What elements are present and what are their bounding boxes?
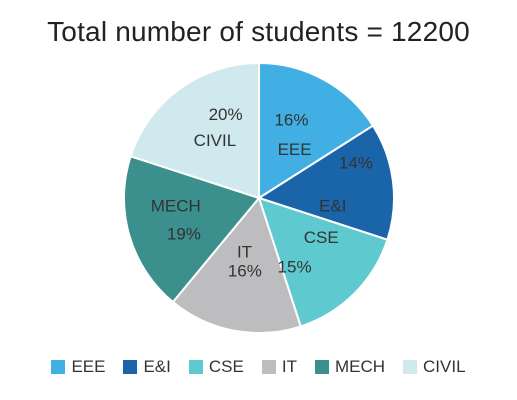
legend-label-e-i: E&I bbox=[143, 357, 171, 376]
legend-item-eee: EEE bbox=[51, 357, 105, 377]
legend-item-mech: MECH bbox=[314, 357, 386, 377]
pie-label-name-eee: EEE bbox=[278, 140, 312, 159]
legend-swatch-mech bbox=[314, 360, 329, 374]
legend-swatch-civil bbox=[403, 360, 418, 374]
chart-legend: EEE E&I CSE IT MECH CIVIL bbox=[0, 357, 517, 377]
pie-slice-it bbox=[171, 195, 302, 334]
pie-label-percent-e-i: 14% bbox=[339, 154, 373, 173]
pie-label-name-it: IT bbox=[237, 242, 252, 261]
pie-label-name-cse: CSE bbox=[304, 228, 339, 247]
pie-label-name-e-i: E&I bbox=[319, 196, 346, 215]
pie-label-percent-cse: 15% bbox=[278, 257, 312, 276]
pie-label-name-mech: MECH bbox=[151, 197, 201, 216]
pie-label-name-civil: CIVIL bbox=[194, 131, 237, 150]
legend-label-mech: MECH bbox=[334, 357, 386, 376]
pie-slice-mech bbox=[123, 155, 261, 304]
legend-swatch-eee bbox=[51, 360, 66, 374]
pie-label-percent-mech: 19% bbox=[167, 224, 201, 243]
pie-label-percent-eee: 16% bbox=[274, 110, 308, 129]
legend-label-cse: CSE bbox=[208, 357, 244, 376]
pie-slice-civil bbox=[129, 61, 260, 200]
chart-title: Total number of students = 12200 bbox=[47, 16, 470, 47]
legend-label-eee: EEE bbox=[71, 357, 106, 376]
legend-swatch-e-i bbox=[123, 360, 138, 374]
legend-swatch-it bbox=[261, 360, 276, 374]
pie-slice-eee bbox=[258, 61, 375, 200]
legend-item-cse: CSE bbox=[188, 357, 244, 377]
legend-label-civil: CIVIL bbox=[423, 357, 466, 376]
legend-item-e-i: E&I bbox=[123, 357, 171, 377]
pie-label-percent-civil: 20% bbox=[209, 105, 243, 124]
legend-label-it: IT bbox=[281, 357, 297, 376]
legend-swatch-cse bbox=[188, 360, 203, 374]
pie-label-percent-it: 16% bbox=[228, 262, 262, 281]
legend-item-it: IT bbox=[261, 357, 297, 377]
pie-slice-e-i bbox=[256, 124, 395, 241]
legend-item-civil: CIVIL bbox=[403, 357, 466, 377]
pie-slices bbox=[123, 61, 395, 334]
